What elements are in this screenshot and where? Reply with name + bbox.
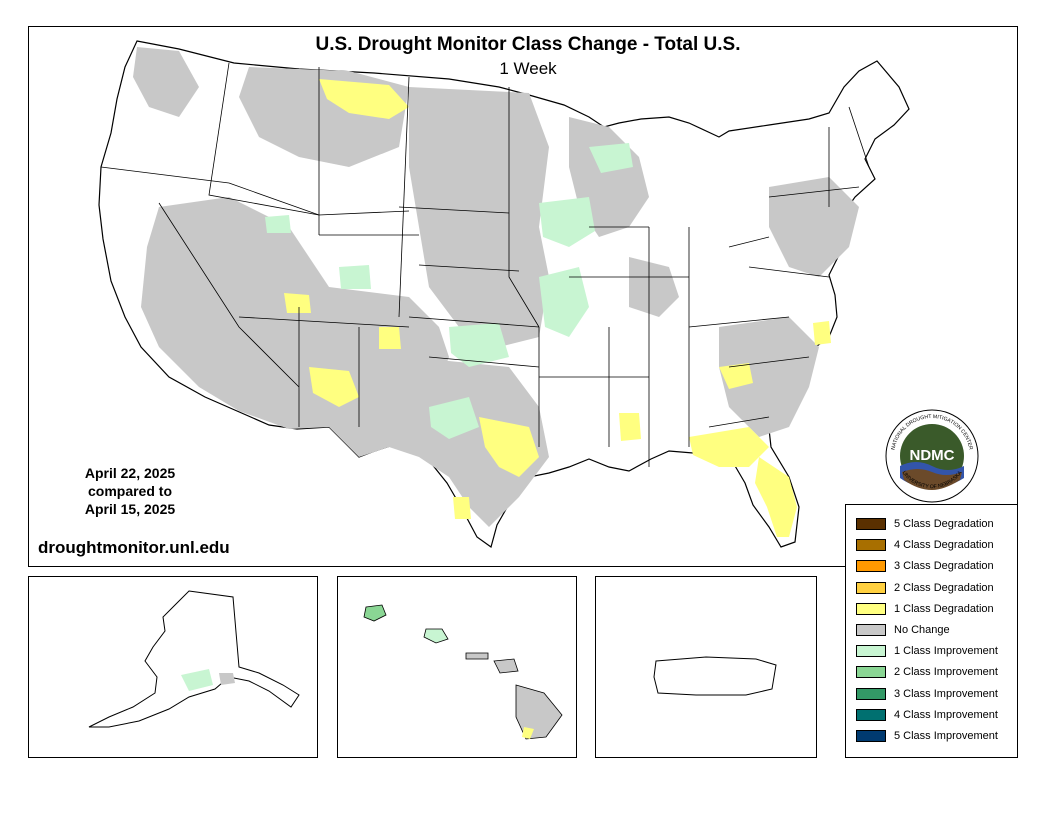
ndmc-logo-text: NDMC [910,447,955,464]
legend-swatch [856,624,886,636]
conus-map-panel [28,26,1018,567]
legend-swatch [856,666,886,679]
oahu [423,628,449,644]
deg1-utah [284,293,311,313]
maui [493,658,519,674]
legend-swatch [856,708,886,721]
legend-item: 2 Class Degradation [856,581,994,595]
degradation-1-regions [284,79,831,537]
legend-item: 3 Class Improvement [856,687,998,701]
legend-swatch [856,539,886,552]
impr1-missouri [539,267,589,337]
big-island-degradation [522,727,534,739]
legend-swatch [856,581,886,594]
legend-swatch [856,687,886,700]
legend-item: 4 Class Improvement [856,708,998,722]
legend-label: 1 Class Degradation [894,602,994,615]
legend-label: 2 Class Improvement [894,666,998,679]
alaska-map-panel [28,576,318,758]
legend-item: 1 Class Improvement [856,644,998,658]
ndmc-logo: NDMC NATIONAL DROUGHT MITIGATION CENTER … [885,409,979,503]
hawaii-map [363,604,563,740]
deg1-virginia [813,321,831,345]
impr1-oklahoma [449,323,509,367]
deg1-georgia [689,427,769,467]
big-island [515,684,563,740]
legend-label: 4 Class Improvement [894,708,998,721]
legend: 5 Class Degradation 4 Class Degradation 3 … [845,504,1018,758]
no-change-ohio [629,257,679,317]
legend-swatch [856,560,886,573]
alaska-improvement [181,669,213,691]
legend-swatch [856,730,886,742]
puerto-rico-map-panel [595,576,817,758]
legend-item: 5 Class Degradation [856,517,994,531]
deg1-mississippi [619,413,641,441]
deg1-carolinas [719,363,753,389]
impr1-texas [429,397,479,439]
legend-label: 3 Class Degradation [894,560,994,573]
legend-item: 1 Class Degradation [856,602,994,616]
impr1-nevada [265,215,291,233]
state-borders [100,62,870,467]
legend-item: 4 Class Degradation [856,538,994,552]
legend-item: No Change [856,623,950,637]
deg1-texas [479,417,539,477]
website-link[interactable]: droughtmonitor.unl.edu [38,538,230,557]
legend-label: 4 Class Degradation [894,539,994,552]
map-subtitle: 1 Week [499,59,557,78]
no-change-plains [409,87,549,347]
date-block: April 22, 2025 compared to April 15, 202… [60,464,200,518]
alaska-outline [88,590,300,728]
legend-label: 1 Class Improvement [894,645,998,658]
alaska-map [88,590,300,728]
deg1-texas-south [453,497,471,519]
legend-label: 5 Class Improvement [894,730,998,742]
deg1-florida [755,457,797,537]
puerto-rico-outline [653,656,777,696]
legend-item: 3 Class Degradation [856,559,994,573]
legend-label: 2 Class Degradation [894,581,994,594]
kauai [363,604,387,622]
legend-label: 3 Class Improvement [894,687,998,700]
no-change-northeast [769,177,859,277]
impr1-iowa [539,197,595,247]
alaska-no-change [219,673,235,685]
date-compared-label: compared to [87,483,172,499]
no-change-texas [389,357,549,527]
legend-item: 2 Class Improvement [856,665,998,679]
improvement-1-regions [265,143,633,439]
no-change-southeast [719,317,819,437]
deg1-nm [309,367,359,407]
map-title: U.S. Drought Monitor Class Change - Tota… [315,34,741,55]
molokai [465,652,489,660]
date-current: April 22, 2025 [84,465,176,481]
impr1-colorado [339,265,371,289]
puerto-rico-map [653,656,777,696]
legend-label: 5 Class Degradation [894,518,994,530]
deg1-montana [319,79,409,119]
legend-swatch [856,518,886,530]
hawaii-map-panel [337,576,577,758]
deg1-colorado [379,327,401,349]
conus-map [98,40,910,548]
impr1-wisconsin [589,143,633,173]
legend-label: No Change [894,624,950,636]
legend-swatch [856,645,886,658]
legend-item: 5 Class Improvement [856,729,998,743]
date-previous: April 15, 2025 [84,501,176,517]
no-change-northwest [133,47,199,117]
legend-swatch [856,602,886,615]
